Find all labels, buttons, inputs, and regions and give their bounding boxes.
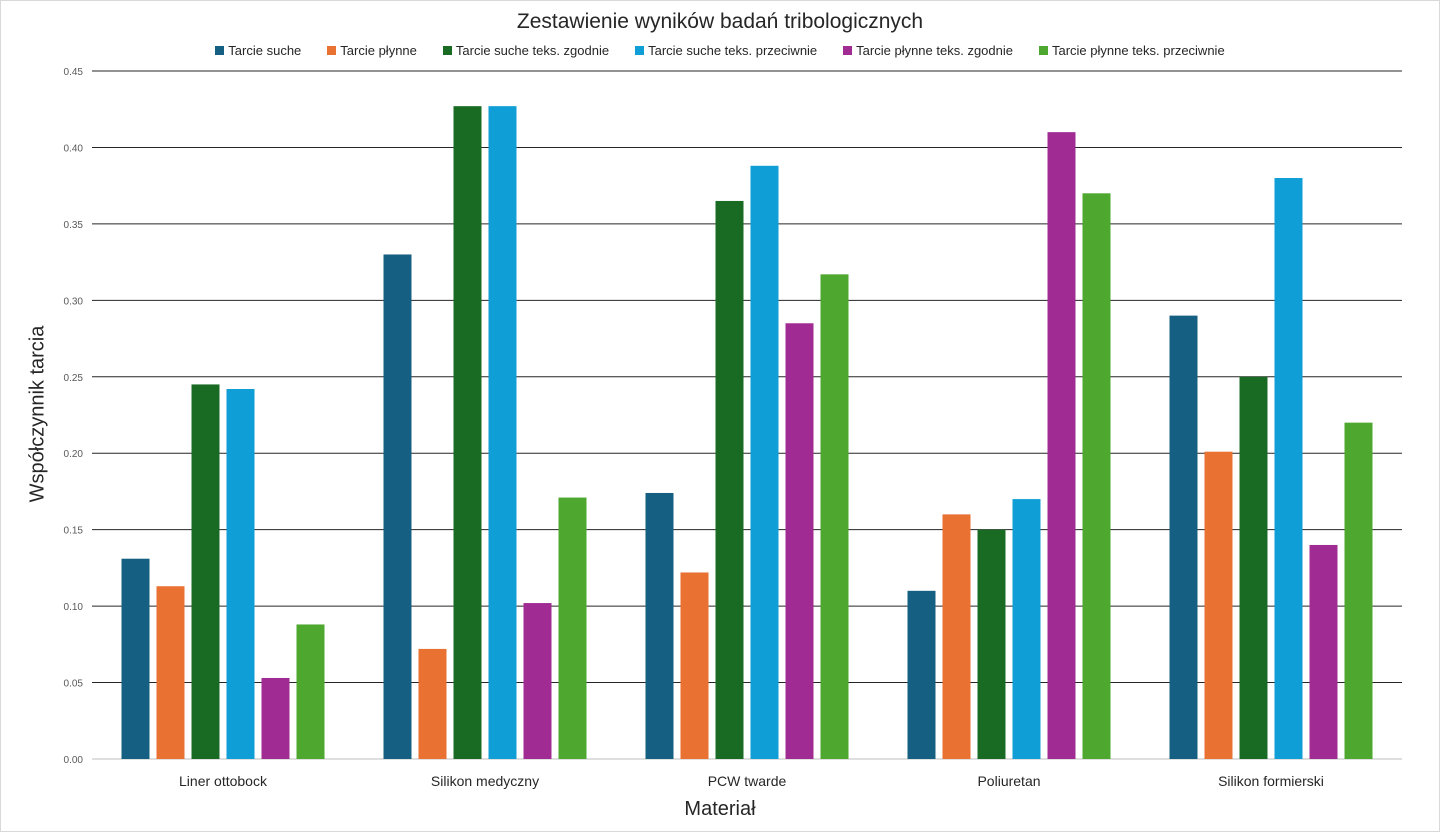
legend: Tarcie suche Tarcie płynne Tarcie suche te… — [0, 43, 1440, 58]
legend-swatch — [442, 46, 452, 55]
bar — [121, 558, 150, 759]
x-tick-label: Silikon formierski — [1218, 773, 1324, 789]
bar — [1169, 315, 1198, 759]
bar — [750, 165, 779, 759]
bar — [907, 590, 936, 759]
legend-item: Tarcie płynne — [327, 43, 417, 58]
bar — [558, 497, 587, 759]
bar — [1239, 376, 1268, 759]
legend-item: Tarcie suche teks. zgodnie — [442, 43, 610, 58]
bar — [1309, 544, 1338, 759]
x-tick-label: PCW twarde — [708, 773, 787, 789]
x-tick-label: Silikon medyczny — [431, 773, 539, 789]
bar — [453, 106, 482, 760]
legend-swatch — [215, 46, 225, 55]
legend-swatch — [1038, 46, 1048, 55]
bar — [715, 200, 744, 759]
y-tick-label: 0.20 — [64, 449, 84, 460]
x-tick-label: Liner ottobock — [179, 773, 268, 789]
bar — [191, 384, 220, 759]
chart-title: Zestawienie wyników badań tribologicznyc… — [516, 10, 924, 33]
y-tick-label: 0.35 — [64, 220, 84, 231]
bar — [261, 677, 290, 759]
bar — [785, 323, 814, 759]
bar — [1344, 422, 1373, 759]
bar — [680, 572, 709, 759]
legend-item: Tarcie płynne teks. przeciwnie — [1038, 43, 1225, 58]
legend-label: Tarcie suche teks. zgodnie — [455, 43, 610, 58]
y-tick-label: 0.05 — [64, 679, 84, 690]
y-tick-label: 0.45 — [64, 67, 84, 78]
bar — [226, 389, 255, 759]
bar — [383, 254, 412, 759]
y-tick-label: 0.25 — [64, 373, 84, 384]
legend-swatch — [635, 46, 645, 55]
bar — [296, 624, 325, 759]
bar — [488, 106, 517, 760]
bar — [1204, 451, 1233, 759]
legend-item: Tarcie suche — [215, 43, 301, 58]
bar — [1274, 178, 1303, 759]
bar — [1082, 193, 1111, 760]
bar — [942, 514, 971, 759]
bar — [1047, 132, 1076, 760]
bar — [645, 492, 674, 759]
bar — [156, 586, 185, 759]
bar — [523, 603, 552, 759]
x-tick-label: Poliuretan — [977, 773, 1040, 789]
bar — [977, 529, 1006, 759]
y-tick-label: 0.40 — [64, 143, 84, 154]
y-tick-label: 0.30 — [64, 296, 84, 307]
legend-swatch — [327, 46, 337, 55]
y-tick-label: 0.10 — [64, 602, 84, 613]
legend-label: Tarcie płynne teks. zgodnie — [856, 43, 1013, 58]
bar — [418, 648, 447, 759]
legend-label: Tarcie płynne teks. przeciwnie — [1051, 43, 1225, 58]
legend-item: Tarcie suche teks. przeciwnie — [635, 43, 817, 58]
bar — [1012, 499, 1041, 759]
y-tick-label: 0.00 — [64, 755, 84, 766]
legend-label: Tarcie płynne — [340, 43, 417, 58]
legend-label: Tarcie suche — [228, 43, 302, 58]
legend-swatch — [843, 46, 853, 55]
x-axis-label: Materiał — [684, 798, 756, 820]
legend-label: Tarcie suche teks. przeciwnie — [648, 43, 818, 58]
y-tick-label: 0.15 — [64, 526, 84, 537]
legend-item: Tarcie płynne teks. zgodnie — [843, 43, 1013, 58]
bar — [820, 274, 849, 759]
